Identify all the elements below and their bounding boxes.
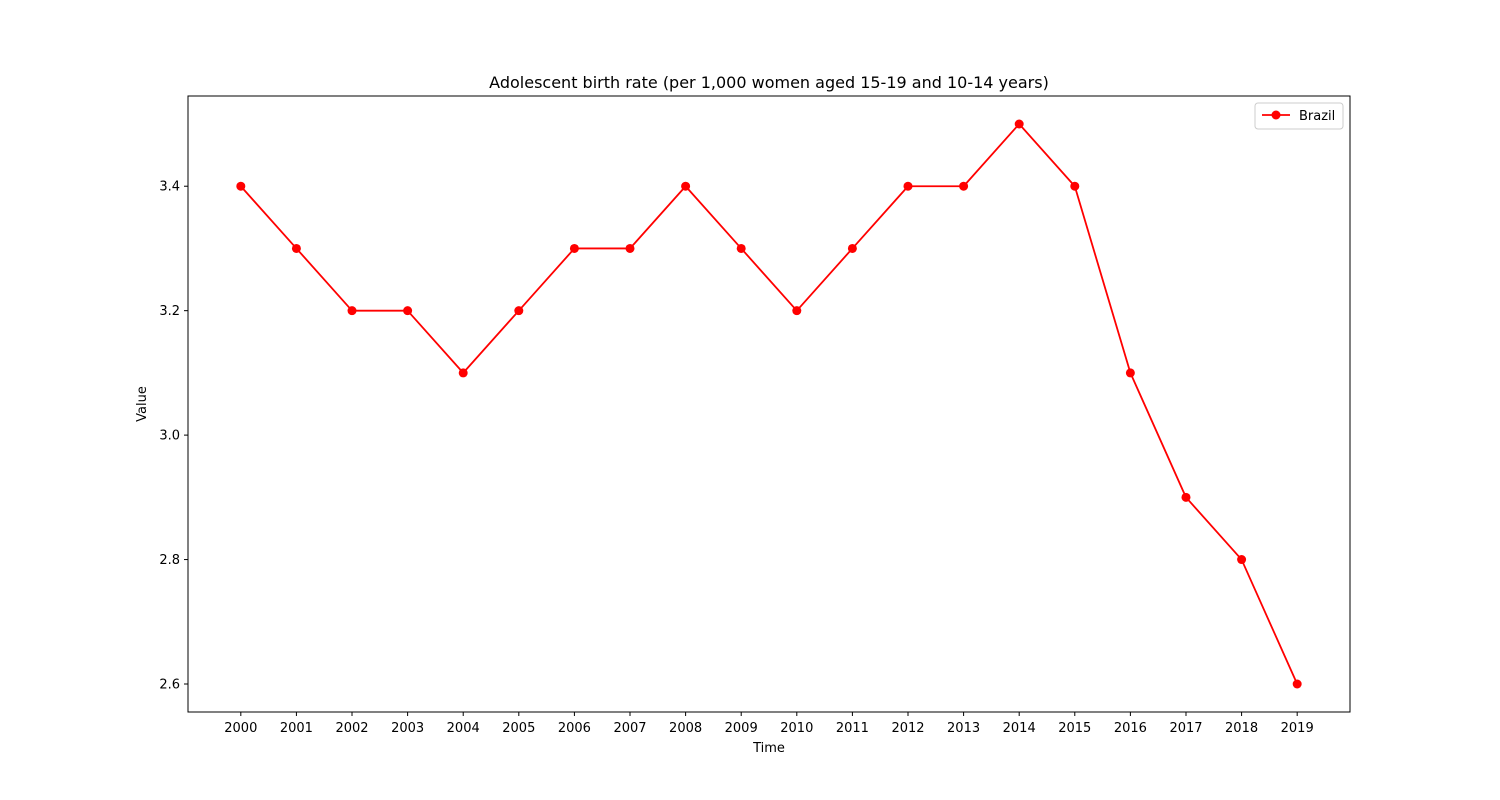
x-tick-label: 2003 [391,721,424,736]
x-axis-label: Time [752,741,785,756]
data-point [1237,555,1247,565]
data-point [1181,492,1191,502]
series-line [240,123,1299,685]
data-point [458,368,468,378]
x-tick-label: 2004 [447,721,480,736]
x-tick-label: 2011 [836,721,869,736]
x-tick-label: 2019 [1281,721,1314,736]
data-point [681,181,691,191]
y-tick-label: 2.6 [159,678,180,693]
data-point [1125,368,1135,378]
x-tick-label: 2013 [947,721,980,736]
y-axis-label: Value [135,386,150,422]
chart-title: Adolescent birth rate (per 1,000 women a… [489,73,1049,92]
data-point [291,243,301,253]
x-tick-label: 2008 [669,721,702,736]
x-tick-label: 2007 [613,721,646,736]
x-tick-label: 2009 [725,721,758,736]
x-tick-label: 2017 [1169,721,1202,736]
data-point [847,243,857,253]
axes-frame [187,95,1351,713]
x-tick-label: 2015 [1058,721,1091,736]
y-tick-label: 3.2 [159,304,180,319]
x-tick-label: 2016 [1114,721,1147,736]
data-point [569,243,579,253]
data-point [403,306,413,316]
data-point [625,243,635,253]
data-point [236,181,246,191]
data-point [1292,679,1302,689]
y-tick-label: 3.0 [159,429,180,444]
data-point [736,243,746,253]
plot-area: 2000 2001 2002 2003 2004 2005 2006 2007 2008 2009… [159,95,1351,736]
data-point [347,306,357,316]
x-tick-label: 2014 [1003,721,1036,736]
x-tick-label: 2002 [335,721,368,736]
data-point [792,306,802,316]
legend-series-marker [1271,110,1281,120]
x-tick-label: 2010 [780,721,813,736]
data-point [514,306,524,316]
x-tick-label: 2000 [224,721,257,736]
data-point [903,181,913,191]
data-point [959,181,969,191]
data-point [1014,119,1024,129]
x-tick-label: 2005 [502,721,535,736]
x-tick-label: 2018 [1225,721,1258,736]
legend: Brazil [1254,102,1344,130]
y-tick-label: 2.8 [159,553,180,568]
legend-box [1254,102,1344,130]
x-tick-label: 2012 [891,721,924,736]
legend-series-label: Brazil [1299,109,1335,124]
data-point [1070,181,1080,191]
x-tick-label: 2006 [558,721,591,736]
y-tick-label: 3.4 [159,180,180,195]
x-tick-label: 2001 [280,721,313,736]
